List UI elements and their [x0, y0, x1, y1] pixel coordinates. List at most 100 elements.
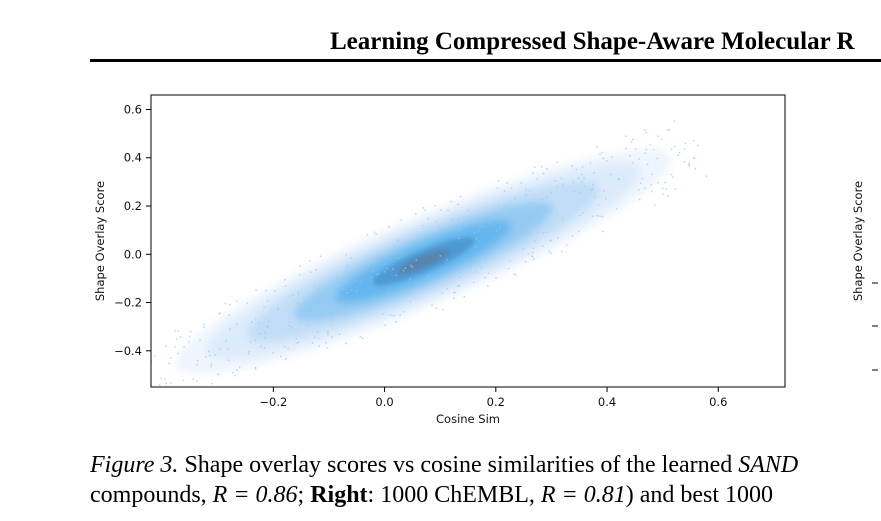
density-speck	[560, 177, 563, 180]
density-speck	[592, 184, 594, 186]
density-speck	[460, 229, 462, 231]
density-speck	[255, 289, 257, 291]
density-speck	[178, 397, 180, 399]
density-speck	[550, 192, 552, 194]
density-speck	[692, 157, 695, 159]
density-speck	[583, 185, 586, 187]
density-speck	[632, 138, 634, 141]
density-speck	[295, 338, 297, 340]
density-speck	[384, 271, 386, 273]
density-speck	[705, 175, 708, 177]
density-speck	[474, 271, 476, 273]
density-speck	[582, 212, 584, 214]
density-speck	[532, 247, 535, 250]
density-speck	[218, 348, 221, 350]
density-speck	[591, 188, 594, 191]
density-speck	[688, 165, 691, 167]
density-speck	[487, 272, 490, 274]
density-speck	[493, 252, 496, 255]
density-speck	[531, 255, 534, 258]
density-speck	[409, 277, 411, 280]
density-speck	[265, 289, 267, 292]
density-speck	[313, 317, 316, 319]
density-speck	[596, 215, 599, 217]
density-speck	[509, 260, 512, 262]
density-speck	[266, 299, 269, 302]
density-speck	[667, 195, 669, 197]
caption-text: ;	[297, 482, 311, 508]
density-speck	[284, 346, 286, 348]
density-speck	[457, 203, 459, 206]
density-speck	[525, 188, 527, 191]
density-speck	[496, 187, 499, 190]
density-speck	[409, 300, 412, 303]
density-speck	[528, 234, 531, 236]
density-speck	[359, 281, 361, 283]
density-speck	[525, 194, 527, 196]
plot-frame	[150, 94, 786, 388]
density-speck	[174, 330, 176, 332]
y-tick-label: 0.0	[124, 247, 142, 261]
density-speck	[459, 276, 461, 278]
density-speck	[309, 260, 311, 262]
density-speck	[203, 326, 205, 328]
density-speck	[532, 258, 535, 260]
density-speck	[603, 190, 605, 192]
density-speck	[326, 347, 328, 349]
density-speck	[267, 325, 269, 327]
density-speck	[503, 204, 506, 207]
density-speck	[537, 225, 540, 227]
density-speck	[208, 388, 210, 390]
density-speck	[638, 189, 640, 191]
density-speck	[197, 359, 199, 362]
density-speck	[249, 341, 252, 343]
y-axis-ticks: 0.6 0.4 0.2 0.0 −0.2 −0.4	[114, 102, 151, 358]
density-speck	[384, 324, 386, 326]
density-speck	[400, 219, 403, 221]
density-heatmap	[151, 120, 708, 399]
density-speck	[370, 276, 373, 279]
density-speck	[522, 248, 524, 250]
density-speck	[254, 339, 257, 341]
density-speck	[435, 220, 437, 223]
density-speck	[394, 299, 396, 301]
density-speck	[422, 207, 424, 209]
density-speck	[520, 182, 522, 184]
figure-caption: Figure 3. Shape overlay scores vs cosine…	[90, 450, 881, 510]
density-speck	[683, 161, 686, 163]
density-speck	[453, 297, 455, 300]
density-speck	[359, 336, 362, 338]
density-speck	[300, 321, 303, 323]
paper-running-header: Learning Compressed Shape-Aware Molecula…	[330, 28, 855, 55]
density-speck	[229, 303, 231, 306]
density-speck	[550, 252, 552, 254]
density-speck	[482, 249, 485, 252]
density-speck	[174, 346, 176, 348]
density-speck	[315, 269, 317, 271]
density-speck	[634, 148, 637, 150]
density-speck	[393, 314, 395, 317]
density-speck	[154, 355, 156, 357]
density-speck	[469, 266, 471, 268]
density-speck	[560, 250, 563, 253]
density-speck	[367, 255, 369, 257]
density-speck	[652, 149, 655, 151]
density-speck	[384, 263, 386, 265]
density-speck	[502, 208, 504, 210]
density-speck	[151, 360, 153, 363]
density-speck	[217, 373, 219, 376]
density-speck	[229, 328, 231, 330]
density-speck	[317, 287, 319, 290]
density-speck	[556, 213, 559, 216]
density-speck	[534, 240, 536, 243]
density-speck	[402, 269, 405, 272]
density-speck	[650, 184, 652, 186]
density-speck	[342, 288, 344, 290]
density-speck	[478, 230, 480, 232]
density-speck	[696, 144, 699, 147]
density-speck	[556, 161, 559, 163]
density-speck	[327, 331, 329, 334]
density-speck	[505, 239, 507, 241]
density-speck	[299, 265, 301, 267]
density-speck	[606, 160, 608, 162]
